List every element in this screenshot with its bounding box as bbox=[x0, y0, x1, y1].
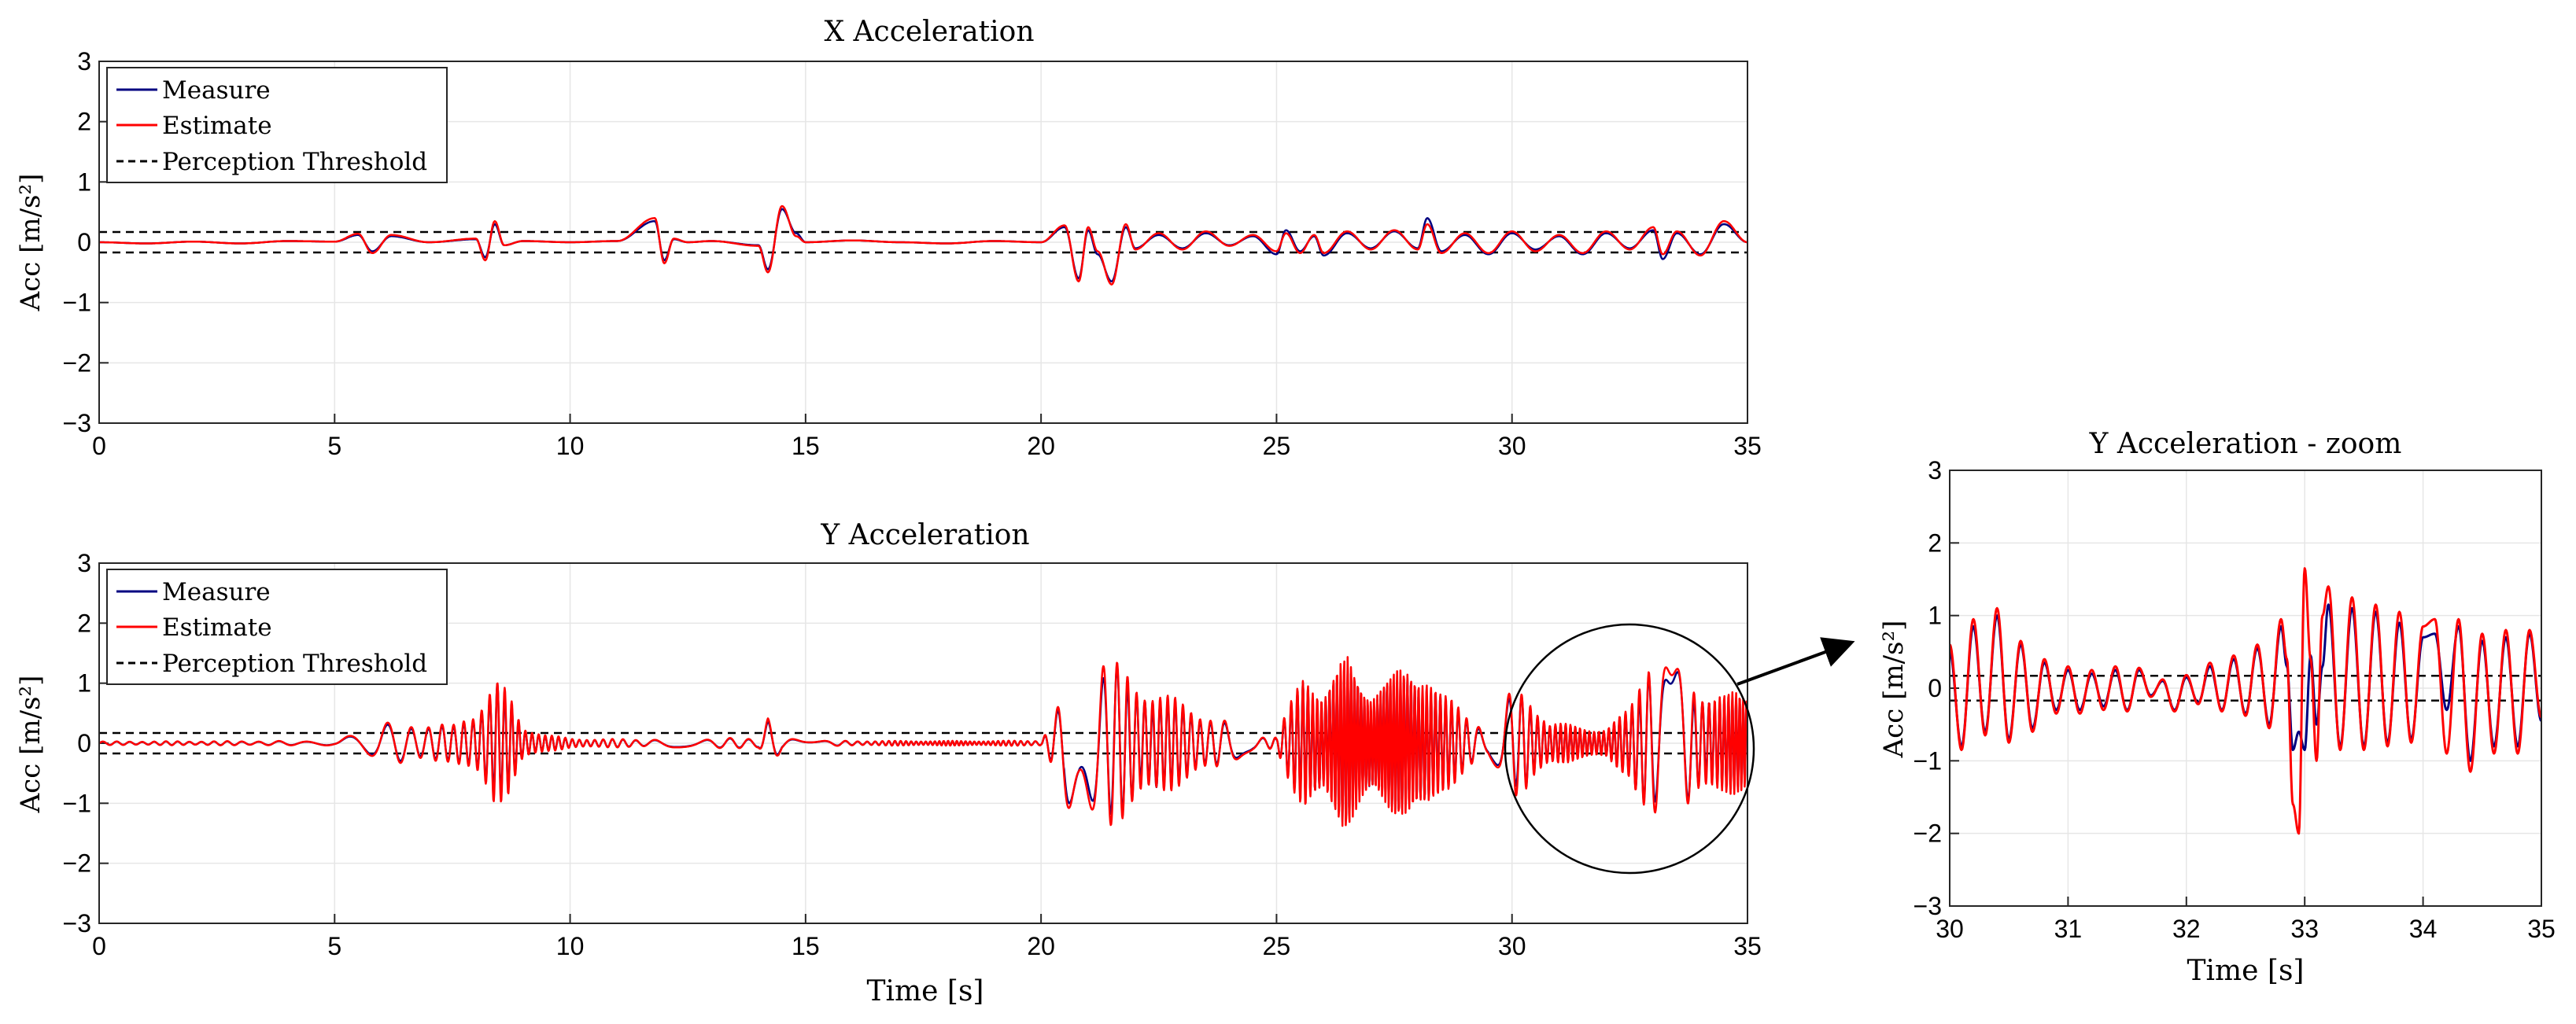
y-acceleration-panel: Y Acceleration Acc [m/s²] 0 5 10 15 20 25 30 35… bbox=[15, 519, 1762, 1007]
zoom-xtick-label: 33 bbox=[2290, 915, 2319, 943]
x-series-estimate bbox=[98, 204, 1748, 285]
y-legend-box bbox=[106, 569, 448, 685]
y-legend-threshold-label: Perception Threshold bbox=[162, 650, 427, 678]
y-xtick-label: 15 bbox=[792, 932, 820, 960]
y-zoom-ylabel: Acc [m/s²] bbox=[1878, 621, 1910, 759]
y-legend: Measure Estimate Perception Threshold bbox=[106, 569, 448, 685]
x-ticks: 0 5 10 15 20 25 30 35 −3 −2 −1 0 1 2 3 bbox=[63, 47, 1762, 460]
y-ytick-label: −2 bbox=[63, 849, 91, 878]
zoom-region-circle bbox=[1504, 623, 1755, 875]
y-ytick-label: 0 bbox=[77, 729, 91, 757]
x-legend-box bbox=[106, 67, 448, 183]
zoom-xtick-label: 32 bbox=[2172, 915, 2201, 943]
zoom-series bbox=[1948, 567, 2542, 835]
x-legend-estimate-label: Estimate bbox=[162, 112, 272, 140]
x-acceleration-panel: X Acceleration Acc [m/s²] 0 5 10 15 20 25 30 35… bbox=[15, 16, 1762, 460]
x-acceleration-ylabel: Acc [m/s²] bbox=[15, 174, 46, 312]
zoom-ytick-label: 3 bbox=[1928, 456, 1942, 484]
y-acceleration-title: Y Acceleration bbox=[820, 519, 1029, 551]
x-xtick-label: 35 bbox=[1733, 432, 1762, 460]
y-axes-box bbox=[98, 562, 1748, 924]
y-ytick-label: −3 bbox=[63, 909, 91, 937]
x-axes-box bbox=[98, 61, 1748, 424]
y-ytick-label: 3 bbox=[77, 549, 91, 577]
x-ytick-label: −3 bbox=[63, 409, 91, 437]
zoom-axes-box bbox=[1949, 470, 2542, 907]
x-xtick-label: 10 bbox=[556, 432, 585, 460]
x-ytick-label: −2 bbox=[63, 348, 91, 377]
x-xtick-label: 15 bbox=[792, 432, 820, 460]
y-xtick-label: 35 bbox=[1733, 932, 1762, 960]
y-xtick-label: 5 bbox=[327, 932, 341, 960]
x-ytick-label: 0 bbox=[77, 228, 91, 256]
zoom-ytick-label: 1 bbox=[1928, 602, 1942, 630]
x-xtick-label: 20 bbox=[1027, 432, 1055, 460]
y-zoom-xlabel: Time [s] bbox=[2187, 955, 2305, 987]
x-series-measure bbox=[98, 208, 1748, 283]
x-legend-measure-label: Measure bbox=[162, 76, 271, 105]
zoom-ytick-label: −3 bbox=[1914, 892, 1942, 920]
y-legend-measure-label: Measure bbox=[162, 578, 271, 606]
x-ytick-label: −1 bbox=[63, 289, 91, 317]
y-acceleration-ylabel: Acc [m/s²] bbox=[15, 676, 46, 814]
zoom-arrow bbox=[1736, 637, 1855, 686]
x-ytick-label: 3 bbox=[77, 47, 91, 76]
zoom-xtick-label: 34 bbox=[2409, 915, 2438, 943]
y-xtick-label: 30 bbox=[1498, 932, 1526, 960]
y-xtick-label: 25 bbox=[1263, 932, 1291, 960]
zoom-ticks: 30 31 32 33 34 35 −3 −2 −1 0 1 2 3 bbox=[1914, 456, 2556, 943]
y-ytick-label: −1 bbox=[63, 789, 91, 817]
zoom-ytick-label: −2 bbox=[1914, 820, 1942, 848]
x-ytick-label: 1 bbox=[77, 168, 91, 196]
y-ytick-label: 2 bbox=[77, 609, 91, 637]
zoom-ytick-label: 0 bbox=[1928, 674, 1942, 702]
y-ticks: 0 5 10 15 20 25 30 35 −3 −2 −1 0 1 2 3 bbox=[63, 549, 1762, 960]
zoom-ytick-label: −1 bbox=[1914, 746, 1942, 775]
zoom-xtick-label: 31 bbox=[2054, 915, 2083, 943]
y-acceleration-xlabel: Time [s] bbox=[867, 975, 984, 1007]
x-legend-threshold-label: Perception Threshold bbox=[162, 148, 427, 176]
zoom-xtick-label: 30 bbox=[1936, 915, 1964, 943]
x-xtick-label: 5 bbox=[327, 432, 341, 460]
y-legend-estimate-label: Estimate bbox=[162, 613, 272, 642]
y-zoom-panel: Y Acceleration - zoom Acc [m/s²] 30 31 32 3… bbox=[1878, 428, 2556, 987]
y-xtick-label: 10 bbox=[556, 932, 585, 960]
y-xtick-label: 20 bbox=[1027, 932, 1055, 960]
x-xtick-label: 30 bbox=[1498, 432, 1526, 460]
y-series-estimate bbox=[98, 656, 1748, 827]
x-xtick-label: 0 bbox=[92, 432, 106, 460]
zoom-ytick-label: 2 bbox=[1928, 529, 1942, 557]
x-series bbox=[98, 204, 1748, 285]
zoom-series-estimate bbox=[1948, 567, 2542, 835]
y-xtick-label: 0 bbox=[92, 932, 106, 960]
x-ytick-label: 2 bbox=[77, 108, 91, 136]
y-zoom-title: Y Acceleration - zoom bbox=[2089, 428, 2402, 460]
x-legend: Measure Estimate Perception Threshold bbox=[106, 67, 448, 183]
y-series bbox=[98, 656, 1748, 827]
x-xtick-label: 25 bbox=[1263, 432, 1291, 460]
zoom-xtick-label: 35 bbox=[2527, 915, 2556, 943]
x-acceleration-title: X Acceleration bbox=[824, 16, 1034, 48]
y-ytick-label: 1 bbox=[77, 669, 91, 698]
